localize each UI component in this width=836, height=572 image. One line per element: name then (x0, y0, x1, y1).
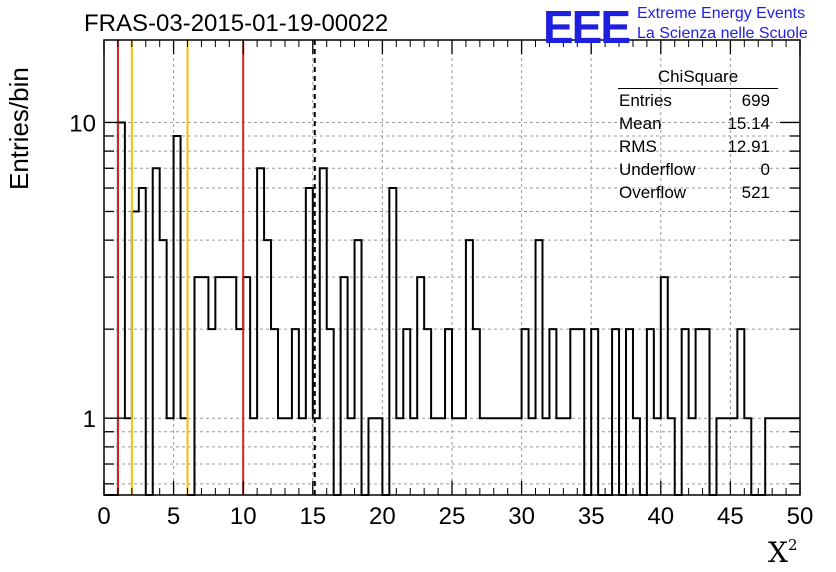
x-tick-label: 35 (578, 503, 605, 530)
x-tick-label: 45 (717, 503, 744, 530)
x-tick-label: 15 (299, 503, 326, 530)
histogram-bin (810, 418, 811, 419)
stats-row-entries: Entries 699 (619, 91, 770, 110)
logo-line-2: La Scienza nelle Scuole (637, 25, 808, 42)
stats-box: ChiSquare Entries 699 Mean 15.14 RMS 12.91 … (612, 66, 778, 204)
histogram-outline (104, 121, 800, 496)
stats-title: ChiSquare (618, 66, 778, 89)
x-tick-label: 10 (230, 503, 257, 530)
x-tick-label: 5 (167, 503, 180, 530)
x-tick-label: 0 (97, 503, 110, 530)
stats-row-overflow: Overflow 521 (619, 183, 770, 202)
x-tick-label: 50 (787, 503, 814, 530)
stats-row-underflow: Underflow 0 (619, 160, 770, 179)
logo-line-1: Extreme Energy Events (637, 5, 806, 22)
y-tick-label: 10 (69, 110, 96, 137)
eee-logo: EEE (543, 1, 631, 53)
x-tick-label: 40 (647, 503, 674, 530)
stats-row-mean: Mean 15.14 (619, 114, 770, 133)
y-tick-label: 1 (83, 406, 96, 433)
x-axis-label: X2 (768, 535, 798, 569)
histogram-bin (803, 418, 804, 419)
stats-row-rms: RMS 12.91 (619, 137, 770, 156)
x-tick-label: 20 (369, 503, 396, 530)
chart-title: FRAS-03-2015-01-19-00022 (84, 10, 389, 37)
y-axis-label: Entries/bin (4, 67, 34, 190)
x-tick-label: 25 (439, 503, 466, 530)
x-tick-label: 30 (508, 503, 535, 530)
